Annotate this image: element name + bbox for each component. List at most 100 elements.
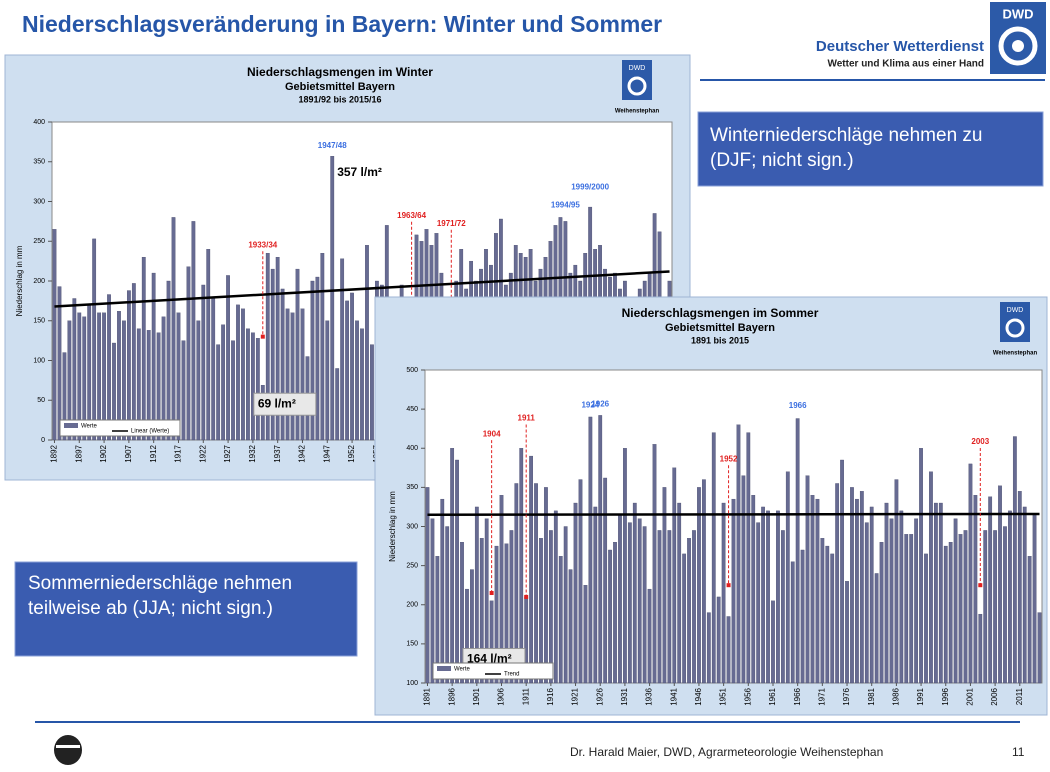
summer-note-box [14, 561, 358, 657]
bar [67, 320, 72, 441]
bar [544, 487, 548, 684]
bar [884, 502, 889, 684]
bar [1032, 514, 1037, 684]
y-tick-label: 350 [406, 484, 418, 491]
logo-swirl [998, 26, 1038, 66]
x-tick-label: 1932 [248, 444, 257, 462]
annotation-marker [726, 583, 731, 588]
y-tick-label: 400 [406, 445, 418, 452]
bar [613, 542, 617, 684]
footer-text: Dr. Harald Maier, DWD, Agrarmeteorologie… [570, 745, 883, 759]
y-tick-label: 200 [33, 278, 45, 285]
bar [632, 502, 637, 684]
bar [191, 221, 196, 441]
bar [539, 538, 543, 684]
bar [470, 569, 474, 684]
bar [489, 600, 494, 684]
bar [805, 475, 810, 684]
x-tick-label: 1917 [174, 444, 183, 462]
annotation-marker [489, 591, 494, 596]
bar [914, 518, 919, 684]
bar [761, 506, 765, 684]
bar [958, 534, 963, 684]
bar [435, 556, 440, 684]
bar [146, 330, 151, 441]
bar [558, 556, 563, 684]
bar [563, 526, 568, 684]
bar [943, 545, 948, 684]
bar [226, 275, 230, 441]
legend [59, 419, 181, 437]
bar [938, 502, 943, 684]
eagle [54, 735, 82, 765]
y-tick-label: 150 [406, 641, 418, 648]
bar [479, 538, 484, 684]
bar [647, 588, 652, 684]
bar [953, 518, 958, 684]
annotation: 1904 [483, 429, 501, 438]
chart-logo-text: DWD [629, 65, 646, 72]
bar [236, 304, 240, 441]
bar [300, 308, 305, 441]
chart-period: 1891 bis 2015 [691, 335, 749, 345]
bar [899, 510, 904, 684]
bar [667, 530, 672, 684]
org-name: Deutscher Wetterdienst [816, 38, 984, 55]
bar [82, 316, 87, 441]
bar [250, 332, 255, 441]
x-tick-label: 1912 [149, 444, 158, 462]
y-axis-label: Niederschlag in mm [15, 245, 24, 316]
bar [800, 549, 805, 684]
bar [201, 284, 206, 441]
annotation: 1966 [789, 401, 807, 410]
bar [360, 328, 364, 441]
annotation: 1994/95 [551, 201, 580, 210]
bar [963, 530, 968, 684]
x-tick-label: 1931 [620, 687, 629, 705]
x-tick-label: 1981 [867, 687, 876, 705]
bar [825, 545, 830, 684]
x-tick-label: 1941 [669, 687, 678, 705]
y-tick-label: 150 [33, 318, 45, 325]
bar [864, 522, 869, 684]
bar [196, 320, 201, 441]
bar [623, 448, 627, 684]
bar [874, 573, 879, 684]
trend-line [54, 270, 670, 308]
bar [156, 332, 161, 441]
bar [553, 510, 558, 684]
bar [603, 477, 608, 684]
x-tick-label: 1891 [423, 687, 432, 705]
x-tick-label: 1996 [941, 687, 950, 705]
bar [657, 530, 662, 684]
chart-logo-caption: Weihenstephan [993, 351, 1038, 357]
bar [350, 292, 354, 441]
x-tick-label: 1961 [768, 687, 777, 705]
bar [52, 229, 57, 441]
bar [845, 581, 849, 684]
bar [330, 156, 335, 441]
bar [919, 448, 923, 684]
bar [716, 596, 721, 684]
bar [983, 530, 988, 684]
bar [820, 538, 825, 684]
bar [340, 258, 345, 441]
bar [92, 238, 97, 441]
bar [652, 444, 657, 684]
bar [325, 320, 330, 441]
y-tick-label: 300 [33, 198, 45, 205]
y-tick-label: 250 [33, 238, 45, 245]
x-tick-label: 1896 [447, 687, 456, 705]
note: 69 l/m² [258, 396, 296, 410]
logo-text: DWD [1002, 6, 1033, 21]
annotation: 1947/48 [318, 141, 347, 150]
y-tick-label: 300 [406, 523, 418, 530]
bar [731, 498, 736, 684]
bar [692, 530, 696, 684]
bar [751, 495, 756, 684]
chart-logo-swirl [1005, 318, 1025, 338]
chart-title: Niederschlagsmengen im Winter [247, 65, 433, 79]
bar [310, 280, 315, 441]
bar [345, 300, 350, 441]
